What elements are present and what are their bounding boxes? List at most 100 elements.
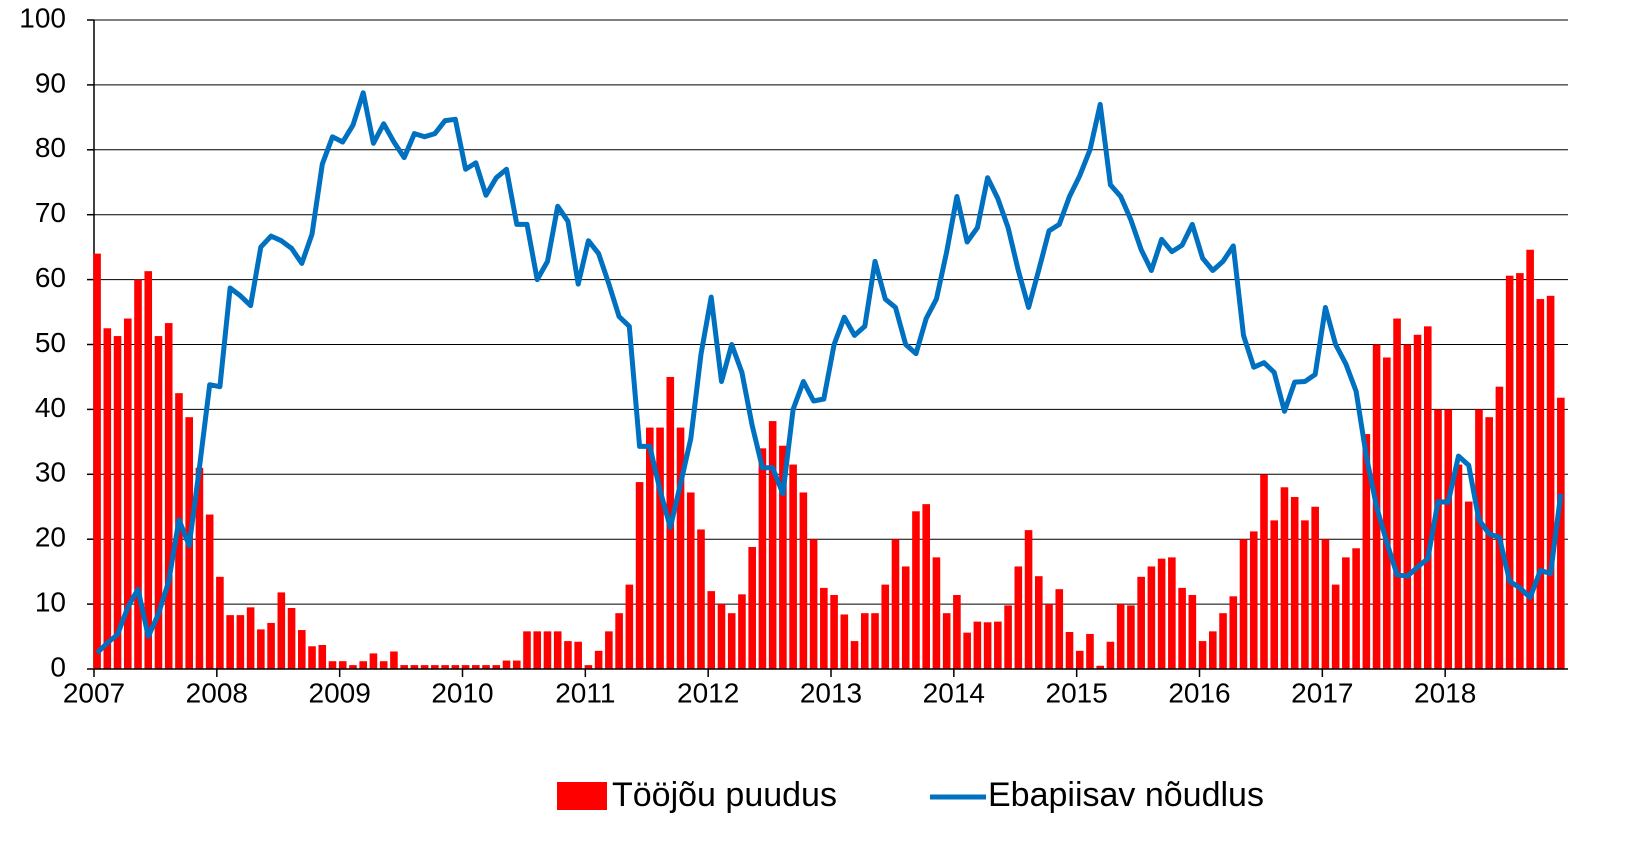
bar (267, 622, 275, 669)
bar (625, 584, 634, 669)
bar (1536, 299, 1545, 669)
bar (1516, 273, 1524, 669)
bar (1321, 539, 1330, 669)
bar (287, 607, 296, 669)
bar (850, 641, 859, 669)
line (95, 90, 1564, 655)
bar (1301, 520, 1309, 669)
bar (1475, 409, 1483, 669)
bar (1270, 520, 1279, 669)
bar (912, 511, 920, 669)
y-tick-label: 70 (35, 197, 66, 228)
x-tick-label: 2017 (1291, 677, 1353, 708)
bar (605, 631, 613, 669)
bar (1260, 474, 1268, 669)
y-tick-label: 0 (50, 651, 66, 682)
bar (1229, 596, 1238, 669)
bar (1413, 334, 1422, 669)
bar (768, 421, 777, 669)
x-tick-label: 2011 (555, 677, 615, 708)
y-tick-label: 20 (35, 522, 66, 553)
bar (400, 665, 408, 669)
legend-label: Tööjõu puudus (612, 776, 837, 814)
legend-label: Ebapiisav nõudlus (988, 776, 1264, 814)
legend-swatch (557, 782, 607, 810)
bar (308, 646, 316, 669)
bar (1219, 613, 1227, 669)
y-tick-label: 60 (35, 262, 66, 293)
bar (1557, 397, 1565, 669)
bar (1024, 530, 1033, 669)
bar (226, 615, 234, 669)
bar (502, 660, 511, 669)
bar (1014, 566, 1023, 669)
bar (738, 594, 746, 669)
bar (93, 253, 101, 669)
bar (103, 328, 112, 669)
bar (1290, 497, 1299, 669)
bar (1526, 249, 1534, 669)
bar (349, 665, 357, 669)
bar (1034, 576, 1043, 669)
x-tick-label: 2016 (1168, 677, 1230, 708)
y-tick-label: 30 (35, 457, 66, 488)
bar (676, 427, 685, 669)
bar (942, 613, 951, 669)
bar (1485, 417, 1493, 669)
bar (523, 631, 531, 669)
bar (134, 279, 142, 669)
bar (1116, 604, 1125, 669)
bar (881, 584, 890, 669)
bar (1045, 604, 1053, 669)
y-tick-label: 40 (35, 392, 66, 423)
bar (123, 318, 132, 669)
bar (1249, 531, 1258, 669)
bar (328, 661, 337, 669)
bar (205, 514, 214, 669)
bar (871, 613, 879, 669)
bar (973, 621, 982, 669)
bar (113, 336, 122, 669)
bar (1198, 641, 1207, 669)
bar (1311, 506, 1319, 669)
bar (1362, 434, 1371, 669)
bar (1403, 344, 1412, 669)
bar (1352, 548, 1360, 669)
bar (472, 665, 480, 669)
bar (809, 539, 818, 669)
x-tick-label: 2007 (63, 677, 125, 708)
bar (1464, 501, 1473, 669)
x-tick-label: 2014 (923, 677, 985, 708)
bar (717, 604, 726, 669)
bar (379, 661, 388, 669)
bar (1546, 295, 1555, 669)
y-tick-label: 100 (19, 2, 66, 33)
bar (1127, 605, 1135, 669)
bar (144, 271, 153, 669)
bar (830, 595, 838, 669)
bar (656, 427, 664, 669)
bar (1280, 487, 1289, 669)
bar (1239, 539, 1248, 669)
bar (840, 614, 849, 669)
bar (574, 641, 582, 669)
bar (707, 591, 716, 669)
x-tick-label: 2008 (186, 677, 248, 708)
bar (410, 665, 419, 669)
bar (1065, 632, 1074, 669)
bar (994, 621, 1002, 669)
x-tick-label: 2015 (1046, 677, 1108, 708)
bar (257, 629, 265, 669)
bar (1004, 605, 1012, 669)
bar (1383, 357, 1391, 669)
bar (1178, 587, 1186, 669)
bar (901, 566, 910, 669)
bar (1055, 589, 1064, 669)
bar (318, 644, 327, 669)
bar (584, 665, 593, 669)
bar (758, 448, 767, 669)
bar (543, 631, 552, 669)
bar (1505, 275, 1514, 669)
bar (748, 546, 756, 669)
